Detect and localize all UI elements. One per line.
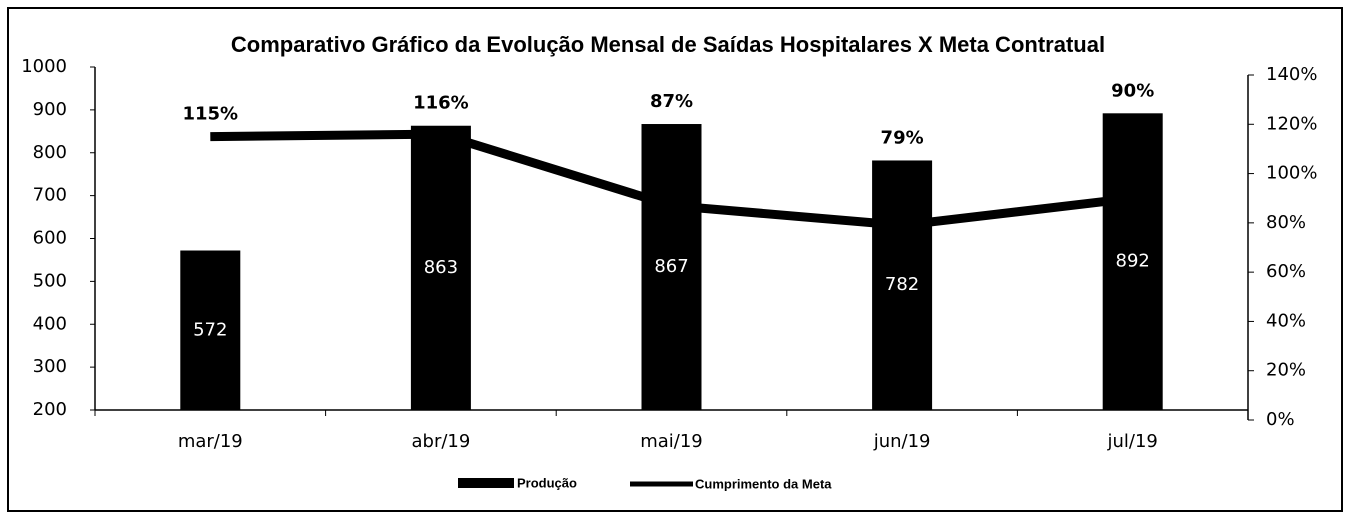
line-value-label: 87% <box>650 91 693 112</box>
legend-swatch-bar <box>458 478 514 488</box>
bar-value-label: 863 <box>424 257 458 278</box>
bar-value-label: 572 <box>193 319 227 340</box>
y-tick-label: 400 <box>33 313 67 334</box>
y-tick-label: 700 <box>33 185 67 206</box>
chart-title: Comparativo Gráfico da Evolução Mensal d… <box>231 32 1105 57</box>
x-tick-label: jun/19 <box>873 431 931 452</box>
line-value-label: 116% <box>413 93 469 114</box>
y2-tick-label: 40% <box>1266 310 1306 331</box>
legend-label: Produção <box>517 475 577 490</box>
bar <box>180 250 241 410</box>
y-tick-label: 600 <box>33 228 67 249</box>
bar-value-label: 867 <box>654 256 688 277</box>
bar <box>641 124 702 411</box>
y2-tick-label: 120% <box>1266 113 1317 134</box>
y-tick-label: 900 <box>33 99 67 120</box>
y2-tick-label: 100% <box>1266 163 1317 184</box>
y-tick-label: 1000 <box>21 56 67 77</box>
x-tick-label: mar/19 <box>178 431 243 452</box>
bar <box>872 160 933 410</box>
bar <box>1102 113 1163 411</box>
line-value-label: 90% <box>1111 80 1154 101</box>
line-value-label: 79% <box>881 127 924 148</box>
bar <box>410 125 471 411</box>
legend-label: Cumprimento da Meta <box>695 476 832 491</box>
y2-tick-label: 60% <box>1266 261 1306 282</box>
y2-tick-label: 0% <box>1266 409 1295 430</box>
bar-value-label: 892 <box>1116 251 1150 272</box>
meta-line <box>210 129 1134 230</box>
y2-tick-label: 20% <box>1266 360 1306 381</box>
y-tick-label: 300 <box>33 356 67 377</box>
y2-tick-label: 140% <box>1266 64 1317 85</box>
chart-border <box>7 7 1343 512</box>
y-tick-label: 500 <box>33 270 67 291</box>
x-tick-label: mai/19 <box>640 431 703 452</box>
y2-tick-label: 80% <box>1266 212 1306 233</box>
x-tick-label: jul/19 <box>1107 431 1158 452</box>
x-tick-label: abr/19 <box>411 431 470 452</box>
y-tick-label: 200 <box>33 399 67 420</box>
y-tick-label: 800 <box>33 142 67 163</box>
line-value-label: 115% <box>182 104 238 125</box>
bar-value-label: 782 <box>885 274 919 295</box>
